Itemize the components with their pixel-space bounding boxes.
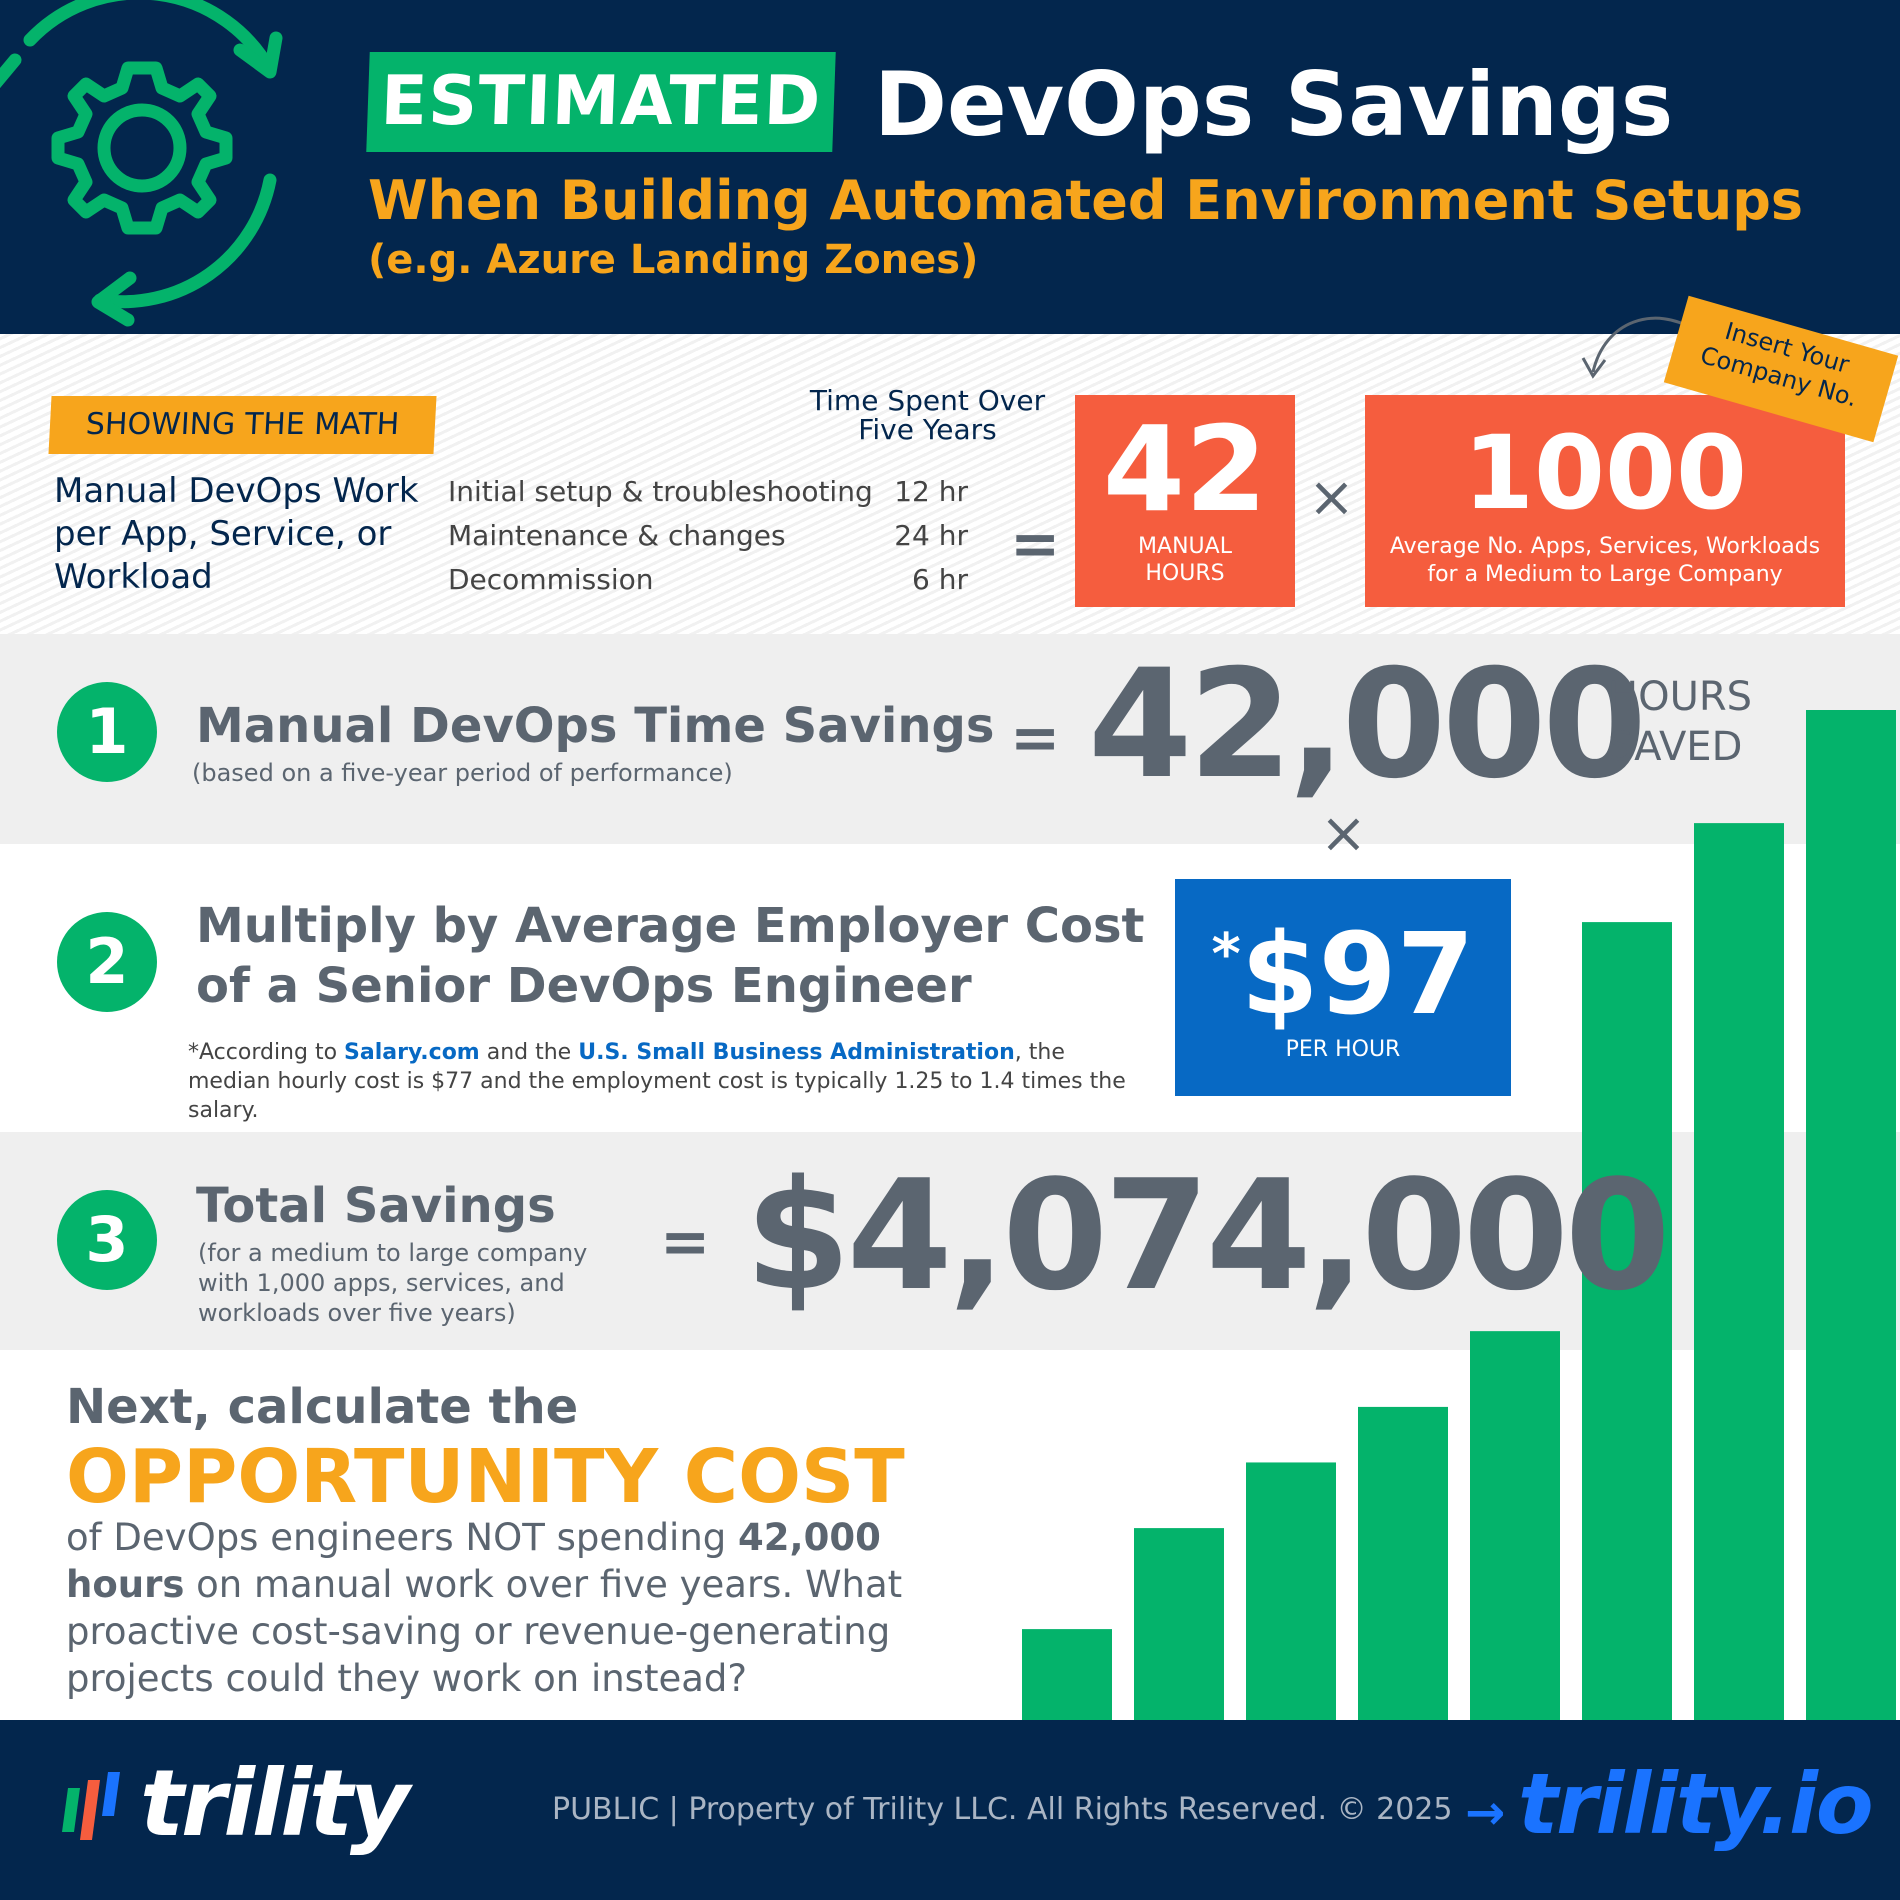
trility-logo-text: trility [140, 1750, 410, 1857]
showing-math-label: SHOWING THE MATH [48, 396, 437, 454]
sba-link[interactable]: U.S. Small Business Administration [578, 1040, 1015, 1065]
opportunity-cost-title: OPPORTUNITY COST [66, 1434, 905, 1520]
salary-com-link[interactable]: Salary.com [344, 1040, 480, 1065]
header [0, 0, 1900, 334]
rate-footnote: *According to Salary.com and the U.S. Sm… [188, 1038, 1148, 1125]
task-hours: 24 hr [894, 519, 968, 552]
step3-number-icon: 3 [57, 1190, 157, 1290]
step2-title-line2: of a Senior DevOps Engineer [196, 958, 972, 1014]
step1-section [0, 634, 1900, 844]
footer [0, 1720, 1900, 1900]
growth-bar [1358, 1406, 1448, 1720]
step2-title-line1: Multiply by Average Employer Cost [196, 898, 1145, 954]
step3-title: Total Savings [196, 1178, 556, 1234]
task-label: Initial setup & troubleshooting [448, 475, 873, 508]
apps-count-value: 1000 [1463, 414, 1747, 533]
step1-number-icon: 1 [57, 682, 157, 782]
website-link[interactable]: trility.io [1518, 1755, 1874, 1853]
task-hours: 6 hr [912, 563, 968, 596]
cta-body-highlight: 42,000 hours [66, 1516, 881, 1606]
growth-bar [1246, 1462, 1336, 1720]
manual-work-label: Manual DevOps Work per App, Service, or … [54, 471, 419, 597]
time-spent-header: Time Spent Over Five Years [809, 384, 1046, 446]
estimated-badge: ESTIMATED [366, 52, 836, 152]
rate-asterisk: * [1211, 922, 1241, 987]
page-subtitle-example: (e.g. Azure Landing Zones) [368, 237, 979, 283]
multiply-sign: × [1308, 465, 1355, 530]
growth-bar [1694, 823, 1784, 1720]
manual-hours-value: 42 [1102, 400, 1268, 538]
equals-sign: = [1010, 509, 1061, 579]
footnote-mid: and the [486, 1040, 572, 1065]
page-title: DevOps Savings [874, 53, 1674, 156]
gear-cycle-icon [0, 0, 283, 327]
growth-bar [1134, 1528, 1224, 1720]
footnote-suffix: , the median hourly cost is $77 and the … [188, 1040, 1126, 1123]
arrow-right-icon: → [1465, 1785, 1506, 1841]
growth-bar [1582, 922, 1672, 1720]
footnote-prefix: *According to [188, 1040, 338, 1065]
cta-body: of DevOps engineers NOT spending 42,000 … [66, 1514, 1006, 1702]
hourly-rate-value: $97 [1240, 910, 1475, 1040]
task-hours: 12 hr [894, 475, 968, 508]
manual-hours-label: MANUAL HOURS [1138, 534, 1232, 586]
equals-sign: = [1010, 703, 1061, 773]
cta-body-prefix: of DevOps engineers NOT spending [66, 1516, 727, 1559]
equals-sign: = [660, 1207, 711, 1277]
trility-logo-icon [62, 1772, 120, 1840]
growth-bars-graphic [1022, 710, 1896, 1720]
hourly-rate-box: *$97 PER HOUR [1175, 879, 1511, 1096]
apps-count-box: 1000 Average No. Apps, Services, Workloa… [1365, 395, 1845, 607]
step1-subtitle: (based on a five-year period of performa… [192, 759, 733, 787]
page-subtitle: When Building Automated Environment Setu… [368, 169, 1804, 232]
manual-hours-box: 42 MANUAL HOURS [1075, 395, 1295, 607]
multiply-sign: × [1320, 801, 1367, 866]
growth-bar [1022, 1629, 1112, 1720]
hourly-rate-unit: PER HOUR [1285, 1037, 1401, 1062]
step2-number-icon: 2 [57, 912, 157, 1012]
cta-lead: Next, calculate the [66, 1379, 579, 1435]
hours-saved-value: 42,000 [1088, 638, 1647, 812]
growth-bar [1470, 1331, 1560, 1720]
growth-bar [1806, 710, 1896, 1720]
cta-body-suffix: on manual work over five years. What pro… [66, 1563, 903, 1700]
task-label: Decommission [448, 563, 654, 596]
apps-count-label: Average No. Apps, Services, Workloads fo… [1389, 534, 1821, 587]
hours-saved-label: HOURS SAVED [1608, 674, 1753, 770]
step1-title: Manual DevOps Time Savings [196, 698, 995, 754]
task-label: Maintenance & changes [448, 519, 786, 552]
footer-copyright: PUBLIC | Property of Trility LLC. All Ri… [552, 1792, 1453, 1827]
step3-subtitle: (for a medium to large company with 1,00… [198, 1239, 588, 1327]
total-savings-value: $4,074,000 [745, 1147, 1671, 1324]
